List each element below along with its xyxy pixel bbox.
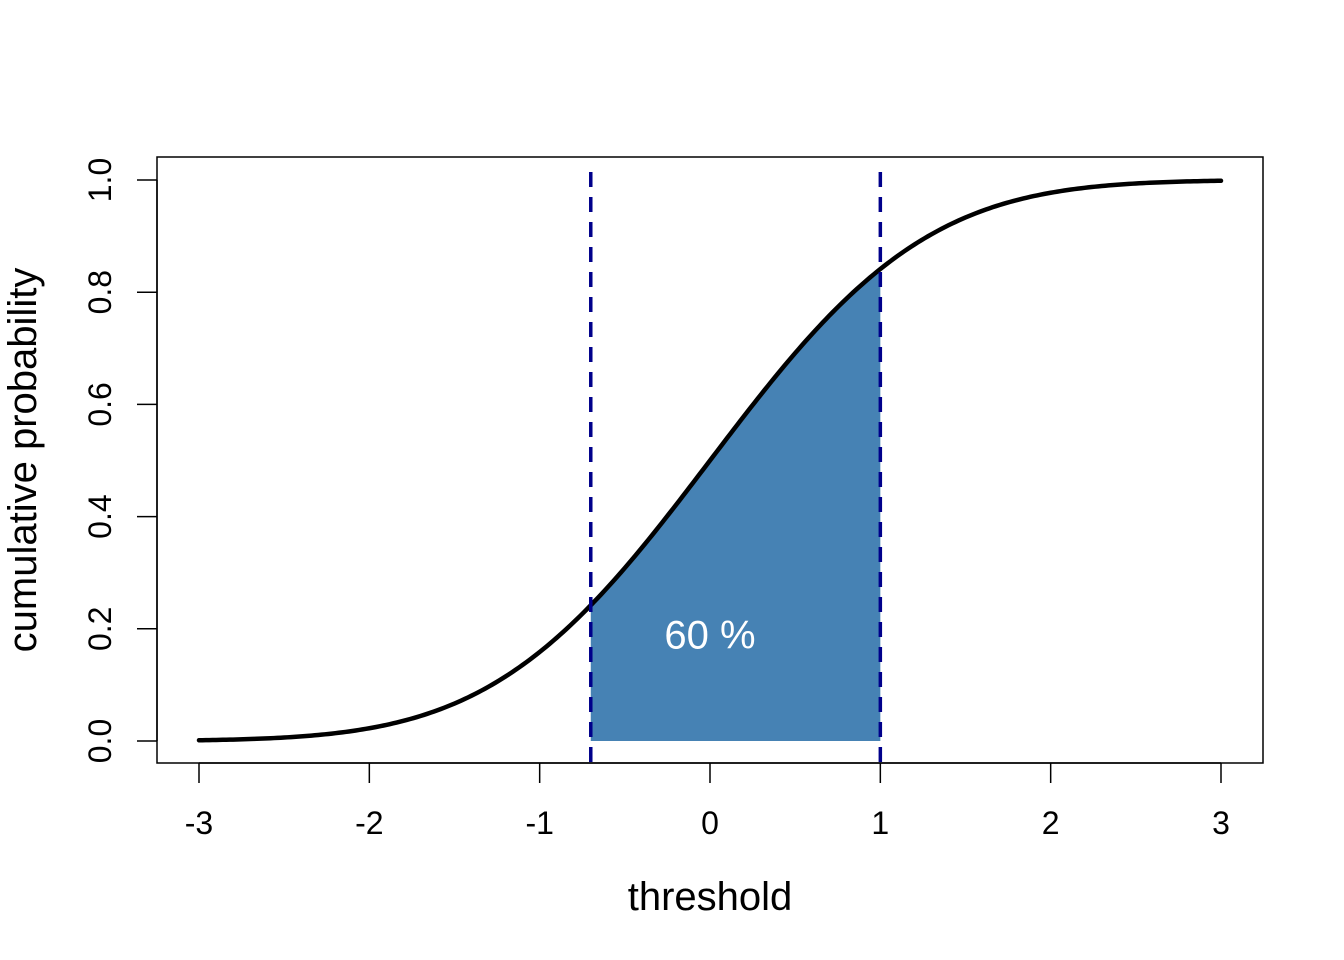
x-tick-label: -3	[185, 805, 213, 841]
y-tick-label: 0.4	[82, 494, 118, 538]
x-axis-title: threshold	[628, 875, 793, 919]
shaded-area-layer	[590, 269, 881, 741]
cdf-curve-line	[196, 178, 1224, 743]
y-tick-label: 1.0	[82, 158, 118, 202]
shaded-area	[590, 269, 881, 741]
y-tick-label: 0.6	[82, 382, 118, 426]
x-tick-label: 3	[1212, 805, 1230, 841]
curve-layer	[196, 178, 1224, 743]
y-tick-label: 0.8	[82, 270, 118, 314]
y-tick-label: 0.2	[82, 607, 118, 651]
x-tick-label: -1	[525, 805, 553, 841]
shade-label: 60 %	[664, 613, 755, 657]
x-axis: -3 -2 -1 0 1 2 3	[185, 762, 1230, 841]
x-tick-label: 1	[871, 805, 889, 841]
x-tick-label: -2	[355, 805, 383, 841]
x-tick-label: 0	[701, 805, 719, 841]
y-axis-title: cumulative probability	[1, 268, 45, 653]
y-axis: 0.0 0.2 0.4 0.6 0.8 1.0	[82, 158, 158, 763]
y-tick-label: 0.0	[82, 719, 118, 763]
x-tick-label: 2	[1042, 805, 1060, 841]
